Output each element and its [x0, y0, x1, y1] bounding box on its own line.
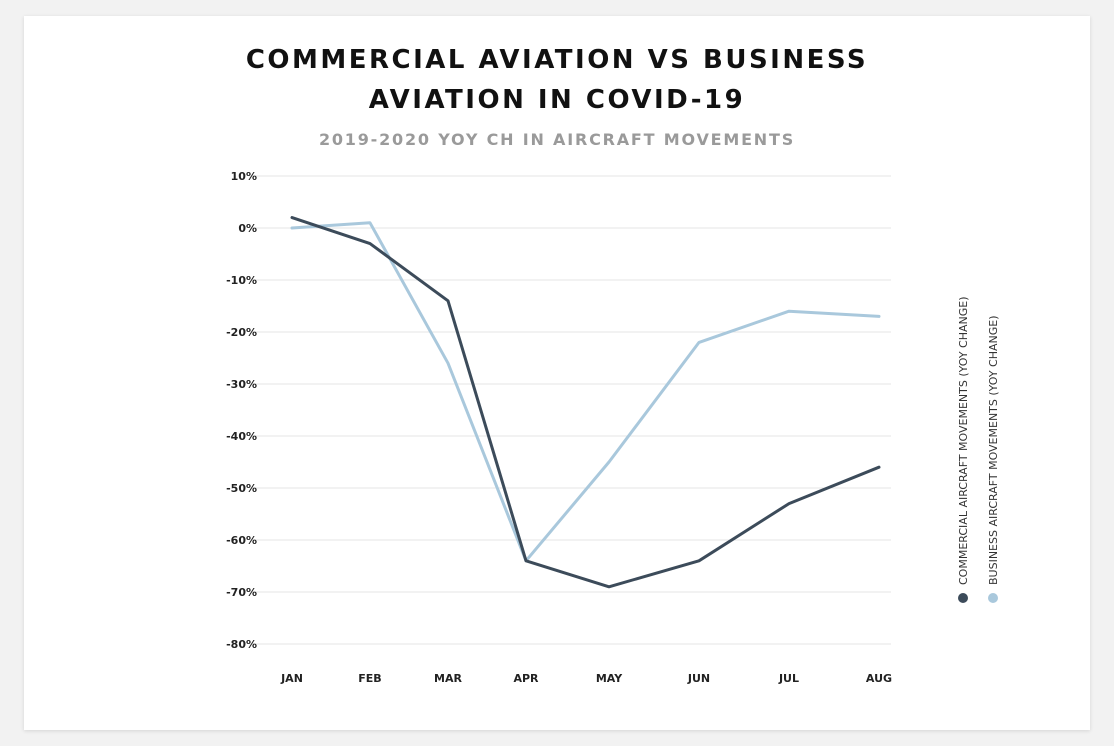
- grid-lines: [252, 175, 891, 645]
- chart-card: COMMERCIAL AVIATION VS BUSINESS AVIATION…: [24, 16, 1090, 730]
- line-chart: 10% 0% -10% -20% -30% -40% -50% -60% -70% -80% JA…: [226, 170, 1000, 685]
- chart-title: COMMERCIAL AVIATION VS BUSINESS AVIATION…: [24, 40, 1090, 120]
- y-tick-label: -70%: [226, 586, 257, 599]
- legend-marker: [958, 593, 968, 603]
- y-tick-label: -50%: [226, 482, 257, 495]
- y-tick-label: -40%: [226, 430, 257, 443]
- y-tick-label: -80%: [226, 638, 257, 651]
- y-tick-label: -60%: [226, 534, 257, 547]
- x-tick-label: JUL: [778, 672, 799, 685]
- series-line-commercial: [290, 216, 881, 589]
- legend-label: BUSINESS AIRCRAFT MOVEMENTS (YOY CHANGE): [987, 315, 1000, 585]
- y-axis-ticks: 10% 0% -10% -20% -30% -40% -50% -60% -70% -80%: [226, 170, 257, 651]
- x-tick-label: MAR: [434, 672, 462, 685]
- series-group: [290, 216, 881, 589]
- x-tick-label: FEB: [358, 672, 381, 685]
- x-tick-label: JAN: [280, 672, 303, 685]
- x-tick-label: APR: [513, 672, 539, 685]
- x-tick-label: MAY: [596, 672, 623, 685]
- y-tick-label: -10%: [226, 274, 257, 287]
- legend-marker: [988, 593, 998, 603]
- x-axis-ticks: JAN FEB MAR APR MAY JUN JUL AUG: [280, 672, 892, 685]
- y-tick-label: -30%: [226, 378, 257, 391]
- series-line-business: [290, 221, 881, 563]
- y-tick-label: 10%: [231, 170, 257, 183]
- y-tick-label: -20%: [226, 326, 257, 339]
- chart-title-line-2: AVIATION IN COVID-19: [368, 85, 746, 115]
- chart-subtitle: 2019-2020 YOY CH IN AIRCRAFT MOVEMENTS: [318, 130, 796, 149]
- chart-title-line-1: COMMERCIAL AVIATION VS BUSINESS: [245, 45, 869, 75]
- x-tick-label: JUN: [687, 672, 710, 685]
- legend: COMMERCIAL AIRCRAFT MOVEMENTS (YOY CHANG…: [957, 296, 1000, 603]
- y-tick-label: 0%: [238, 222, 257, 235]
- x-tick-label: AUG: [866, 672, 892, 685]
- legend-label: COMMERCIAL AIRCRAFT MOVEMENTS (YOY CHANG…: [957, 296, 970, 585]
